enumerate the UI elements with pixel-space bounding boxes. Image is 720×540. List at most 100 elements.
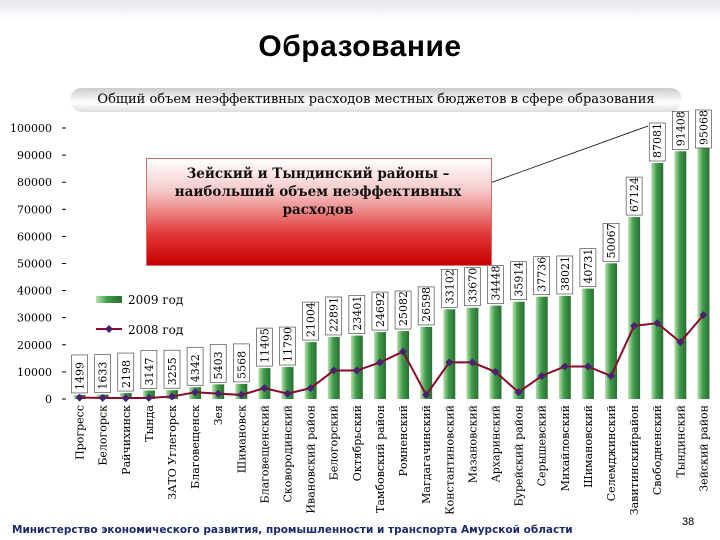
data-label: 37736 (533, 256, 550, 296)
data-label-box (556, 255, 574, 295)
series-line-2008 (79, 314, 705, 400)
data-label: 34448 (487, 265, 504, 304)
y-tick-label: 80000 (17, 176, 52, 189)
line-marker (399, 347, 408, 356)
data-label: 11405 (256, 327, 273, 367)
bar (443, 309, 456, 399)
data-label-text: 1499 (74, 362, 87, 390)
data-label-box (325, 296, 343, 336)
bar (489, 305, 502, 399)
x-tick-label: Белогорский (328, 405, 341, 480)
data-label: 25082 (394, 290, 412, 330)
data-label-text: 95068 (697, 110, 710, 145)
x-tick-label: Белогорск (97, 405, 110, 466)
line-marker (121, 394, 130, 403)
line-marker (352, 366, 361, 375)
x-tick-label: Благовещенский (258, 405, 271, 503)
line-marker (191, 388, 200, 397)
top-decoration (0, 0, 720, 20)
bar (281, 367, 294, 399)
data-label: 26598 (417, 286, 435, 326)
data-label: 2198 (117, 352, 135, 392)
legend-label-2009: 2009 год (128, 293, 183, 307)
data-label-box (371, 291, 389, 331)
bar (628, 217, 641, 399)
data-label-box (394, 290, 412, 330)
line-marker (98, 393, 107, 402)
x-tick-label: Бурейский район (513, 405, 526, 507)
data-label-text: 91408 (674, 111, 687, 146)
page-title: Образование (258, 30, 462, 63)
legend-label-2008: 2008 год (128, 323, 183, 337)
bar (605, 263, 618, 399)
data-label-box (672, 110, 689, 150)
line-marker (214, 389, 223, 398)
bar (697, 141, 710, 399)
data-label-text: 11405 (258, 328, 271, 363)
data-label-text: 1633 (97, 362, 110, 390)
y-tick-label: 30000 (17, 312, 52, 325)
data-label-box (695, 109, 712, 149)
data-label: 3255 (163, 349, 181, 389)
callout-text: Зейский и Тындинский районы – наибольший… (174, 166, 462, 218)
x-tick-label: Свободненский (651, 405, 664, 495)
x-tick-label: Шимановск (235, 405, 248, 473)
bar (558, 295, 571, 399)
data-label: 40731 (579, 248, 597, 287)
data-label-box (417, 286, 435, 326)
line-marker (537, 371, 546, 380)
y-tick-label: 60000 (17, 230, 52, 243)
bar (258, 368, 271, 399)
legend-line-marker (105, 325, 113, 333)
line-marker (560, 362, 569, 371)
x-tick-label: Константиновский (443, 405, 456, 515)
data-label-text: 25082 (397, 291, 410, 326)
data-label: 3147 (140, 350, 158, 389)
data-label-text: 21004 (305, 302, 318, 337)
legend-bar-swatch (96, 296, 122, 303)
x-tick-label: Ивановский район (305, 405, 318, 514)
line-marker (75, 393, 84, 402)
line-marker (699, 310, 708, 319)
data-label-box (579, 248, 597, 287)
line-marker (491, 367, 500, 376)
data-label-text: 33102 (443, 269, 456, 304)
x-tick-label: Селемджинский (605, 405, 618, 501)
data-label-box (117, 352, 135, 392)
data-label-box (163, 349, 181, 389)
data-label: 91408 (672, 110, 689, 150)
data-label: 33670 (464, 267, 481, 307)
bar (397, 331, 410, 399)
data-label-text: 33670 (466, 268, 479, 303)
x-tick-label: Октябрьский (351, 405, 364, 481)
x-tick-label: Прогресс (74, 405, 87, 460)
x-tick-label: Сковородинский (282, 405, 295, 503)
x-tick-label: Тамбовский район (374, 405, 387, 513)
data-label-text: 50067 (605, 223, 618, 258)
bar (674, 151, 687, 399)
line-marker (167, 392, 176, 401)
data-label: 5403 (209, 344, 227, 383)
data-label-box (464, 267, 481, 307)
line-marker (583, 362, 592, 371)
footer-text: Министерство экономического развития, пр… (12, 524, 573, 536)
x-tick-label: Зейский район (697, 405, 710, 492)
line-marker (653, 319, 662, 328)
bar (535, 296, 548, 399)
data-label: 1633 (94, 354, 111, 393)
data-label-box (186, 346, 204, 386)
data-label-text: 4342 (189, 354, 202, 382)
line-marker (468, 358, 477, 367)
data-label-text: 22891 (328, 297, 341, 332)
data-label-text: 2198 (120, 360, 133, 388)
data-label: 87081 (648, 122, 666, 162)
y-tick-label: 40000 (17, 285, 52, 298)
data-label: 24692 (371, 291, 389, 331)
data-label-box (533, 256, 550, 296)
data-label-text: 34448 (489, 266, 502, 301)
data-label-box (94, 354, 111, 393)
callout-box (146, 158, 492, 266)
y-tick-label: 90000 (17, 149, 52, 162)
line-marker (144, 393, 153, 402)
